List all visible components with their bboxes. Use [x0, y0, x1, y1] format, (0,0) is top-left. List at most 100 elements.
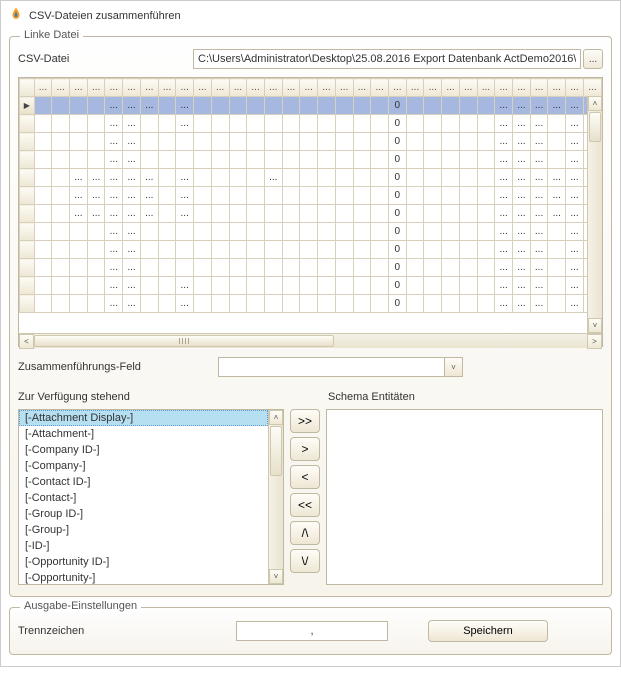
- grid-cell[interactable]: [34, 151, 52, 169]
- grid-cell[interactable]: ...: [123, 223, 141, 241]
- grid-cell[interactable]: ...: [513, 259, 531, 277]
- grid-column-header[interactable]: ...: [247, 79, 265, 97]
- grid-cell[interactable]: [211, 295, 229, 313]
- grid-cell[interactable]: [318, 169, 336, 187]
- grid-cell[interactable]: [211, 223, 229, 241]
- grid-column-header[interactable]: ...: [583, 79, 601, 97]
- grid-cell[interactable]: [34, 169, 52, 187]
- grid-cell[interactable]: ...: [513, 205, 531, 223]
- grid-cell[interactable]: [264, 223, 282, 241]
- grid-cell[interactable]: [52, 241, 70, 259]
- grid-column-header[interactable]: ...: [388, 79, 406, 97]
- grid-cell[interactable]: ...: [105, 151, 123, 169]
- grid-cell[interactable]: ...: [548, 97, 566, 115]
- grid-cell[interactable]: [406, 187, 424, 205]
- grid-cell[interactable]: ...: [495, 169, 513, 187]
- grid-cell[interactable]: [371, 97, 389, 115]
- grid-cell[interactable]: [87, 295, 105, 313]
- grid-cell[interactable]: ...: [87, 169, 105, 187]
- grid-cell[interactable]: 0: [388, 295, 406, 313]
- list-item[interactable]: [-Group-]: [19, 522, 268, 538]
- grid-cell[interactable]: [247, 187, 265, 205]
- grid-cell[interactable]: [353, 169, 371, 187]
- grid-cell[interactable]: ...: [530, 115, 548, 133]
- grid-column-header[interactable]: ...: [530, 79, 548, 97]
- move-up-button[interactable]: /\: [290, 521, 320, 545]
- grid-cell[interactable]: [158, 115, 176, 133]
- grid-cell[interactable]: [194, 205, 212, 223]
- grid-cell[interactable]: [194, 169, 212, 187]
- grid-cell[interactable]: ...: [123, 133, 141, 151]
- grid-cell[interactable]: 0: [388, 133, 406, 151]
- grid-cell[interactable]: [318, 151, 336, 169]
- grid-cell[interactable]: [477, 223, 495, 241]
- grid-cell[interactable]: [353, 295, 371, 313]
- grid-cell[interactable]: [442, 241, 460, 259]
- grid-cell[interactable]: [70, 277, 88, 295]
- grid-cell[interactable]: [335, 169, 353, 187]
- grid-row-header[interactable]: [20, 223, 35, 241]
- grid-cell[interactable]: [158, 187, 176, 205]
- grid-cell[interactable]: [52, 169, 70, 187]
- grid-cell[interactable]: ...: [176, 115, 194, 133]
- grid-row-header[interactable]: [20, 151, 35, 169]
- grid-cell[interactable]: [459, 151, 477, 169]
- grid-cell[interactable]: 0: [388, 187, 406, 205]
- grid-cell[interactable]: ...: [105, 295, 123, 313]
- grid-row-header[interactable]: [20, 133, 35, 151]
- grid-cell[interactable]: [264, 205, 282, 223]
- grid-cell[interactable]: [87, 133, 105, 151]
- grid-cell[interactable]: ...: [70, 169, 88, 187]
- grid-cell[interactable]: [459, 277, 477, 295]
- grid-cell[interactable]: [459, 205, 477, 223]
- grid-cell[interactable]: [442, 133, 460, 151]
- grid-column-header[interactable]: ...: [566, 79, 584, 97]
- delimiter-input[interactable]: [236, 621, 388, 641]
- grid-cell[interactable]: [300, 169, 318, 187]
- grid-horizontal-scrollbar[interactable]: < >: [19, 333, 602, 348]
- grid-cell[interactable]: [247, 97, 265, 115]
- grid-cell[interactable]: [211, 259, 229, 277]
- grid-cell[interactable]: ...: [513, 115, 531, 133]
- grid-cell[interactable]: [300, 133, 318, 151]
- grid-cell[interactable]: [229, 277, 247, 295]
- grid-cell[interactable]: [264, 241, 282, 259]
- grid-column-header[interactable]: ...: [442, 79, 460, 97]
- grid-cell[interactable]: [52, 259, 70, 277]
- grid-cell[interactable]: [34, 133, 52, 151]
- grid-cell[interactable]: ...: [495, 205, 513, 223]
- grid-cell[interactable]: ...: [513, 241, 531, 259]
- grid-cell[interactable]: [442, 97, 460, 115]
- grid-cell[interactable]: [52, 187, 70, 205]
- available-scrollbar[interactable]: ˄ ˅: [268, 410, 283, 584]
- list-item[interactable]: [-Company ID-]: [19, 442, 268, 458]
- grid-cell[interactable]: ...: [140, 187, 158, 205]
- grid-cell[interactable]: [371, 187, 389, 205]
- grid-cell[interactable]: [282, 97, 300, 115]
- grid-column-header[interactable]: ...: [459, 79, 477, 97]
- grid-cell[interactable]: ...: [123, 277, 141, 295]
- grid-cell[interactable]: [158, 151, 176, 169]
- grid-cell[interactable]: [282, 169, 300, 187]
- grid-cell[interactable]: [194, 295, 212, 313]
- grid-cell[interactable]: ...: [495, 259, 513, 277]
- scroll-up-button[interactable]: ˄: [588, 96, 602, 111]
- grid-cell[interactable]: [158, 223, 176, 241]
- grid-cell[interactable]: [477, 169, 495, 187]
- grid-cell[interactable]: [264, 187, 282, 205]
- grid-cell[interactable]: [211, 241, 229, 259]
- grid-cell[interactable]: [52, 151, 70, 169]
- grid-cell[interactable]: ...: [566, 97, 584, 115]
- list-item[interactable]: [-Opportunity ID-]: [19, 554, 268, 570]
- grid-cell[interactable]: [247, 241, 265, 259]
- grid-cell[interactable]: [300, 277, 318, 295]
- grid-cell[interactable]: [548, 133, 566, 151]
- grid-cell[interactable]: ...: [123, 259, 141, 277]
- grid-cell[interactable]: [318, 259, 336, 277]
- grid-cell[interactable]: ...: [530, 295, 548, 313]
- grid-cell[interactable]: [353, 151, 371, 169]
- grid-cell[interactable]: ...: [513, 97, 531, 115]
- grid-cell[interactable]: [459, 133, 477, 151]
- grid-cell[interactable]: 0: [388, 151, 406, 169]
- grid-cell[interactable]: [548, 277, 566, 295]
